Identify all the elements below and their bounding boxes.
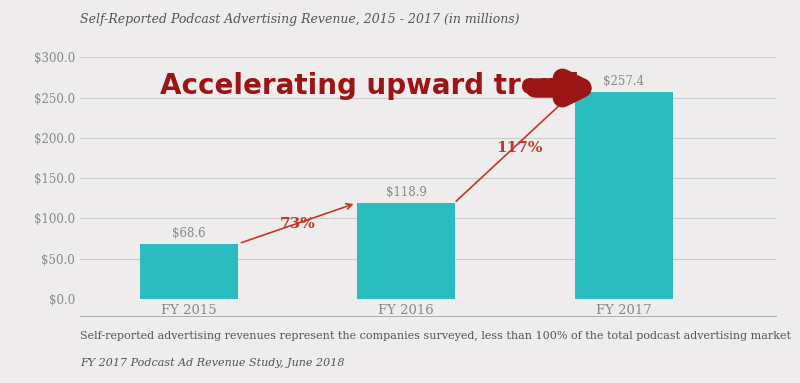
Text: FY 2017 Podcast Ad Revenue Study, June 2018: FY 2017 Podcast Ad Revenue Study, June 2… <box>80 358 345 368</box>
Text: $68.6: $68.6 <box>172 226 206 239</box>
Text: 117%: 117% <box>496 141 542 154</box>
Bar <box>575 92 673 299</box>
Text: Self-reported advertising revenues represent the companies surveyed, less than 1: Self-reported advertising revenues repre… <box>80 331 791 341</box>
Text: $257.4: $257.4 <box>603 75 644 88</box>
Bar <box>358 203 455 299</box>
Bar <box>140 244 238 299</box>
Text: Accelerating upward trend: Accelerating upward trend <box>160 72 579 100</box>
Text: 73%: 73% <box>280 217 315 231</box>
Text: $118.9: $118.9 <box>386 186 426 199</box>
Text: Self-Reported Podcast Advertising Revenue, 2015 - 2017 (in millions): Self-Reported Podcast Advertising Revenu… <box>80 13 519 26</box>
